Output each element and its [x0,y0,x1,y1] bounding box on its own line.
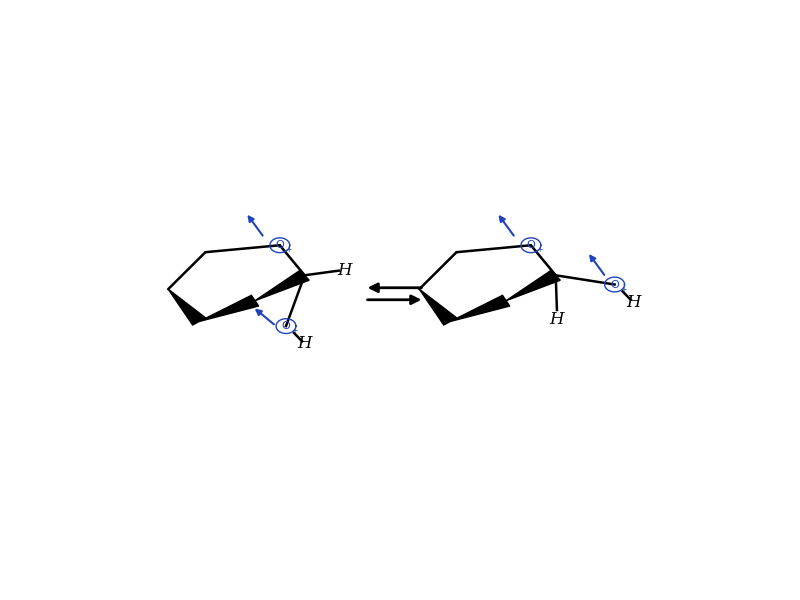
Text: O: O [526,240,535,250]
Text: +: + [536,245,542,254]
Text: O: O [610,280,619,290]
Text: +: + [286,245,292,254]
Text: H: H [338,262,352,279]
Polygon shape [199,295,258,322]
Polygon shape [168,289,206,325]
Text: H: H [550,311,564,328]
Polygon shape [419,289,457,325]
Text: O: O [275,240,284,250]
Polygon shape [255,271,309,301]
Text: H: H [626,293,641,311]
Polygon shape [450,295,510,322]
Text: O: O [282,321,290,331]
Text: +: + [620,284,626,293]
Text: H: H [298,335,312,352]
Text: +: + [291,326,298,335]
Polygon shape [506,271,560,301]
